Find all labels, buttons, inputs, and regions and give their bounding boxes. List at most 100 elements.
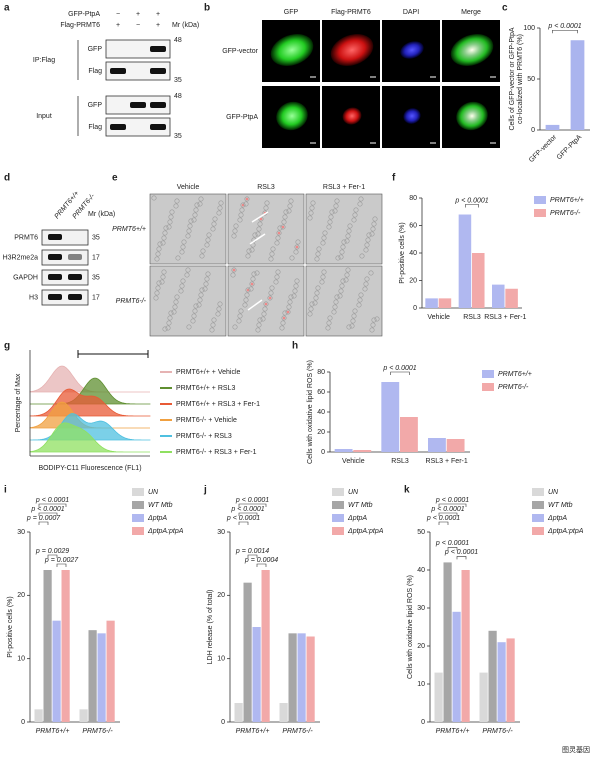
cell — [344, 272, 350, 278]
marker: 17 — [92, 254, 100, 261]
pi-cell — [277, 231, 281, 235]
cell — [370, 226, 376, 232]
cell — [159, 279, 165, 285]
cell — [190, 318, 196, 324]
band-label: H3R2me2a — [3, 254, 39, 261]
band-label: PRMT6 — [14, 234, 38, 241]
marker: 35 — [92, 274, 100, 281]
column-label: GFP — [284, 9, 299, 16]
bar — [446, 439, 465, 452]
row-label: GFP-PtpA — [226, 114, 258, 121]
band-label: GFP — [88, 46, 103, 53]
histogram — [29, 422, 150, 453]
panel-letter: i — [4, 485, 7, 496]
p-value: p < 0.0001 — [430, 506, 464, 513]
p-value: p < 0.0001 — [235, 497, 269, 504]
x-tick-label: PRMT6-/- — [82, 728, 113, 735]
cell — [357, 297, 363, 303]
cell — [256, 226, 262, 232]
cell — [246, 248, 252, 254]
cell — [288, 198, 294, 204]
cell — [249, 247, 255, 253]
cell — [218, 200, 224, 206]
significance-bracket — [56, 563, 67, 567]
cell — [257, 317, 263, 323]
column-label: Merge — [461, 9, 481, 16]
bar — [88, 630, 97, 722]
cell — [239, 207, 245, 213]
cell — [456, 101, 488, 131]
cell — [210, 322, 216, 328]
significance-bracket — [438, 521, 449, 525]
cell — [237, 217, 243, 223]
cell — [211, 221, 217, 227]
bar — [472, 253, 485, 308]
bar — [400, 417, 418, 452]
cell — [203, 281, 209, 287]
cell — [179, 283, 185, 289]
legend-swatch — [132, 501, 144, 509]
bar — [297, 633, 306, 722]
panel-letter: b — [204, 3, 210, 14]
cell — [293, 283, 299, 289]
cell — [188, 218, 194, 224]
cell — [167, 219, 173, 225]
cell — [366, 232, 372, 238]
watermark: 图灵基因 — [562, 745, 590, 754]
cell — [217, 301, 223, 307]
cell — [156, 280, 162, 286]
legend-swatch — [332, 501, 344, 509]
cell — [249, 281, 255, 287]
y-tick-label: 60 — [409, 222, 417, 229]
cell — [273, 279, 279, 285]
sign: + — [156, 22, 160, 29]
cell — [286, 208, 292, 214]
y-tick-label: 30 — [217, 529, 225, 536]
bar — [425, 298, 438, 308]
cell — [329, 209, 335, 215]
y-axis-label: Cells with oxidative lipid ROS (%) — [407, 575, 414, 679]
y-tick-label: 100 — [523, 25, 535, 32]
cell — [167, 315, 173, 321]
cell — [251, 271, 257, 277]
cell — [316, 246, 322, 252]
arrow — [247, 299, 263, 311]
cell — [332, 304, 338, 310]
x-tick-label: PRMT6-/- — [482, 728, 513, 735]
cell — [326, 320, 332, 326]
x-tick-label: PRMT6+/+ — [36, 728, 70, 735]
cell — [269, 285, 275, 291]
cell — [216, 306, 222, 312]
cell — [268, 290, 274, 296]
cell — [315, 285, 321, 291]
cell — [236, 318, 242, 324]
significance-bracket — [38, 521, 49, 525]
cell — [153, 295, 159, 301]
cell — [358, 292, 364, 298]
pi-cell — [295, 245, 299, 249]
y-tick-label: 30 — [417, 605, 425, 612]
cell — [184, 272, 190, 278]
cell — [364, 276, 370, 282]
y-tick-label: 80 — [317, 369, 325, 376]
legend-swatch — [332, 527, 344, 535]
legend-swatch — [132, 514, 144, 522]
row-label: GFP-PtpA — [68, 11, 100, 18]
band-label: Flag — [88, 68, 102, 75]
cell — [309, 205, 315, 211]
cell — [154, 290, 160, 296]
bar — [106, 620, 115, 722]
band — [48, 254, 62, 260]
legend-label: ΔptpA:ptpA — [547, 528, 584, 535]
cell — [238, 212, 244, 218]
significance-bracket — [247, 554, 258, 558]
band — [48, 234, 62, 240]
legend-swatch — [532, 488, 544, 496]
cell — [347, 223, 353, 229]
x-tick-label: PRMT6-/- — [282, 728, 313, 735]
cell — [312, 300, 318, 306]
bar — [443, 562, 452, 722]
cell — [257, 221, 263, 227]
y-tick-label: 40 — [317, 409, 325, 416]
cell — [210, 226, 216, 232]
